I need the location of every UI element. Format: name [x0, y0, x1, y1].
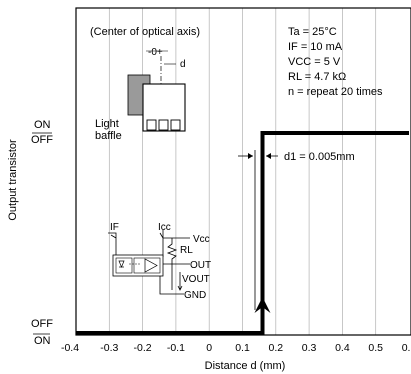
inset-title: (Center of optical axis) — [90, 26, 200, 38]
grid-lines — [108, 8, 377, 335]
condition-n: n = repeat 20 times — [288, 86, 383, 98]
hyst-arrow-left-head — [248, 153, 253, 159]
x-tick-labels: -0.4 -0.3 -0.2 -0.1 0 0.1 0.2 0.3 0.4 0.5 0.6 — [61, 342, 411, 354]
circuit-vcc-label: Vcc — [193, 234, 210, 245]
x-tick-label: 0.3 — [302, 342, 317, 354]
inset-dim-label: -0+ — [148, 47, 163, 58]
y-axis-label: Output transistor — [7, 139, 19, 221]
circuit-icc-label: Icc — [158, 222, 171, 233]
x-tick-label: -0.4 — [61, 342, 79, 354]
x-tick-label: -0.1 — [167, 342, 185, 354]
on-label-bottom: ON — [34, 335, 51, 347]
inset-circuit: IF Icc Vcc RL OUT VOUT GND — [108, 222, 211, 301]
hysteresis-annotation: d1 = 0.005mm — [238, 150, 355, 310]
sensor-pin-2 — [158, 119, 169, 131]
plot-frame — [75, 7, 411, 336]
x-tick-label: 0.1 — [235, 342, 250, 354]
circuit-if-label: IF — [110, 222, 119, 233]
circuit-gnd-label: GND — [184, 290, 206, 301]
x-tick-label: -0.3 — [100, 342, 118, 354]
x-tick-label: 0.6 — [402, 342, 411, 354]
condition-ta: Ta = 25°C — [288, 26, 337, 38]
on-label-top: ON — [34, 119, 51, 131]
hyst-arrow-right-head — [266, 153, 271, 159]
sensor-pin-3 — [170, 119, 181, 131]
circuit-vout-label: VOUT — [182, 274, 210, 285]
circuit-amp-icon — [144, 258, 158, 273]
x-tick-label: 0 — [206, 342, 212, 354]
condition-rl: RL = 4.7 kΩ — [288, 71, 346, 83]
circuit-led-box — [115, 257, 133, 274]
circuit-led-icon — [118, 260, 125, 268]
off-label-top: OFF — [31, 134, 53, 146]
series-line — [76, 131, 409, 335]
inset-d-label: d — [180, 59, 186, 70]
condition-vcc: VCC = 5 V — [288, 56, 341, 68]
x-tick-label: 0.2 — [268, 342, 283, 354]
transition-arrowhead — [254, 297, 271, 313]
series-output-state — [76, 131, 409, 335]
inset-optical-axis: (Center of optical axis) -0+ d Light baf… — [90, 26, 200, 142]
circuit-rl-label: RL — [180, 245, 193, 256]
x-axis-label: Distance d (mm) — [205, 360, 286, 372]
circuit-out-label: OUT — [190, 260, 211, 271]
conditions-block: Ta = 25°C IF = 10 mA VCC = 5 V RL = 4.7 … — [288, 26, 383, 98]
hyst-label: d1 = 0.005mm — [284, 151, 355, 163]
condition-if: IF = 10 mA — [288, 41, 343, 53]
x-tick-label: -0.2 — [134, 342, 152, 354]
circuit-wires — [108, 230, 190, 295]
baffle-label-1: Light — [95, 118, 119, 130]
x-tick-label: 0.5 — [368, 342, 383, 354]
circuit-detector-box — [133, 257, 161, 274]
off-label-bottom: OFF — [31, 318, 53, 330]
sensor-pin-1 — [146, 119, 157, 131]
baffle-label-2: baffle — [95, 130, 122, 142]
x-tick-label: 0.4 — [335, 342, 350, 354]
